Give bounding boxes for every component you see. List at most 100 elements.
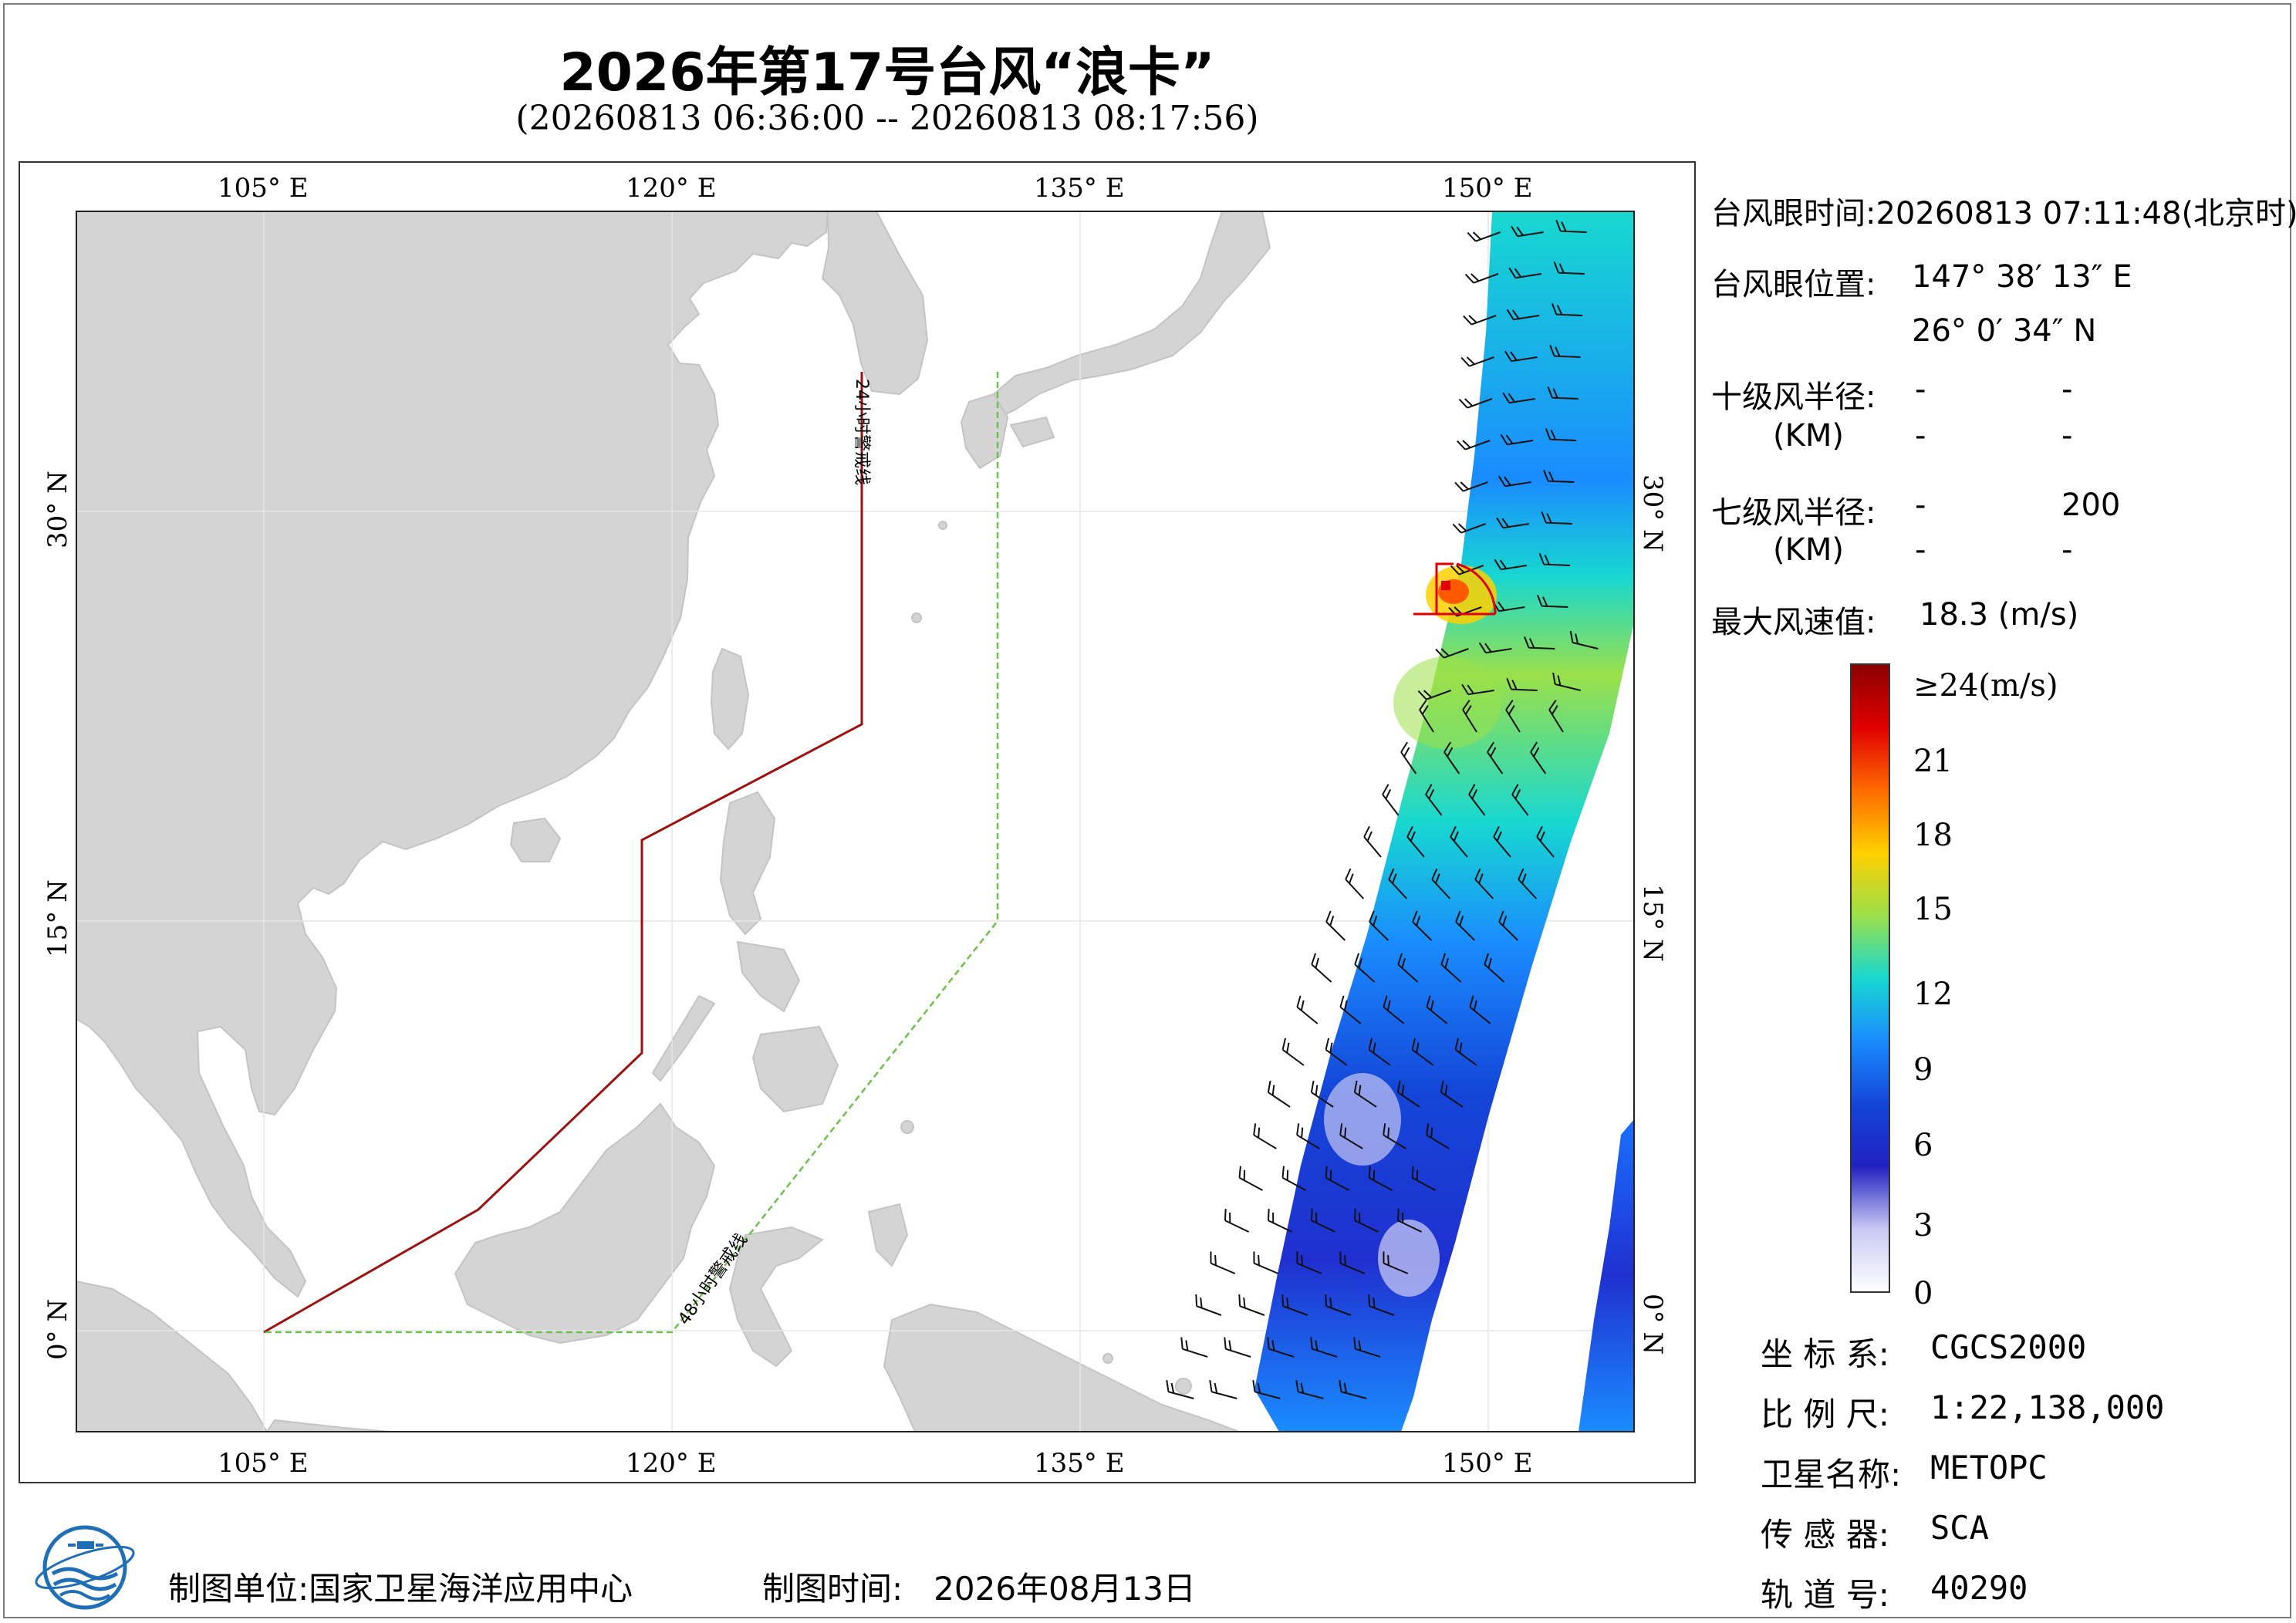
page-frame [3,3,2291,1618]
wind-barb [1505,700,1521,733]
wind-barb [1518,868,1538,899]
lat-label-right: 15° N [1637,884,1668,962]
r7-value-1: - [1915,488,1926,523]
wind-barb [1474,868,1494,899]
wind-barb [1426,995,1448,1024]
wind-barb [1353,1208,1379,1233]
wind-barb [1553,261,1585,275]
coord-system-label: 坐 标 系: [1761,1335,1889,1373]
warning-line-48h [264,372,999,1334]
sensor-label: 传 感 器: [1761,1516,1889,1554]
land-mindanao [751,1025,839,1113]
eye-lat: 26° 0′ 34″ N [1912,313,2097,349]
wind-barb [1180,1337,1208,1358]
r7-unit: (KM) [1773,532,1844,568]
sensor-value: SCA [1930,1509,1989,1547]
map-title: 2026年第17号台风“浪卡” [559,42,1215,103]
land-japan [992,211,1271,419]
wind-barb [1494,558,1528,571]
wind-barb [1545,427,1577,441]
land-korea [821,211,929,396]
lat-label-left: 15° N [42,879,73,957]
wind-barb [1209,1380,1237,1399]
wind-barb [1435,648,1469,659]
warning-line-24h [263,372,863,1334]
wind-barb [1419,700,1434,733]
wind-barb [1354,953,1376,983]
info-panel: 台风眼时间:20260813 07:11:48(北京时) 台风眼位置: 147°… [1707,182,2296,1617]
wind-barb [1368,1166,1393,1191]
wind-barb [1454,481,1488,492]
wind-barb [1339,995,1362,1024]
wind-barb [1388,868,1408,899]
production-date-value: 2026年08月13日 [934,1570,1196,1608]
wind-barb [1426,1123,1450,1149]
wind-barb [1267,1337,1295,1358]
scale-value: 1:22,138,000 [1930,1388,2165,1426]
wind-barb [1400,741,1417,774]
wind-barb [1551,302,1583,316]
wind-barb [1452,523,1487,534]
r10-value-4: - [2061,418,2073,454]
land-islet [900,1120,914,1134]
eye-lon: 147° 38′ 13″ E [1912,259,2132,295]
producer-value: 国家卫星海洋应用中心 [309,1570,633,1608]
wind-barb [1295,1380,1324,1399]
plot-border [76,211,1635,1432]
satellite-value: METOPC [1930,1449,2048,1486]
wind-barb [1325,1294,1352,1316]
colorbar-tick: 3 [1913,1208,1933,1243]
wind-barbs [1166,219,1599,1399]
scale-label: 比 例 尺: [1761,1395,1889,1433]
wind-barb [1382,784,1400,816]
wind-barb [1496,517,1529,529]
wind-barb [1353,1080,1377,1108]
colorbar-tick: 18 [1913,818,1953,853]
wind-barb [1369,910,1389,941]
wind-barb [1555,219,1587,233]
wind-barb [1396,1080,1420,1108]
wind-barb [1339,1380,1367,1399]
wind-barb [1195,1294,1222,1316]
wind-barb [1383,1123,1406,1149]
wind-barb [1224,1337,1251,1358]
lat-label-right: 0° N [1637,1294,1668,1355]
wind-barb [1487,741,1504,774]
wind-barb [1506,677,1538,691]
wind-barb [1464,273,1499,284]
wind-barb [1296,1123,1320,1149]
scale-row: 比 例 尺: 1:22,138,000 [1761,1388,2164,1436]
colorbar-tick: 9 [1913,1052,1933,1088]
lon-label-bottom: 135° E [1034,1448,1125,1479]
colorbar-gradient [1852,665,1889,1291]
orbit-value: 40290 [1930,1569,2028,1607]
land-halmahera [867,1203,909,1267]
wind-barb [1281,1038,1305,1066]
land-taiwan [710,647,750,751]
wind-barb [1238,1294,1265,1316]
r10-value-3: - [1915,418,1926,454]
wind-barb [1500,434,1534,446]
typhoon-eye-marker [1413,562,1497,616]
r7-label: 七级风半径: [1711,495,1876,531]
r10-unit: (KM) [1773,418,1844,454]
wind-barb [1462,700,1477,733]
land-islet [938,521,947,530]
wind-barb [1569,630,1599,650]
wind-barb [1311,953,1332,983]
wind-barb [1425,784,1443,816]
wind-barb [1497,475,1531,488]
wind-barb [1417,690,1452,700]
wind-barb [1469,995,1491,1024]
wind-barb [1457,440,1491,450]
eye-time-label: 台风眼时间: [1711,196,1876,231]
wind-barb [1511,784,1529,816]
wind-barb [1210,1251,1236,1274]
wind-barb [1493,825,1511,858]
wind-barb [1325,910,1346,941]
wind-low-zone [1378,1220,1440,1297]
producer-label: 制图单位: [168,1570,309,1608]
land-islet [1175,1378,1192,1395]
land-borneo [454,1102,716,1345]
wind-barb [1541,511,1572,525]
